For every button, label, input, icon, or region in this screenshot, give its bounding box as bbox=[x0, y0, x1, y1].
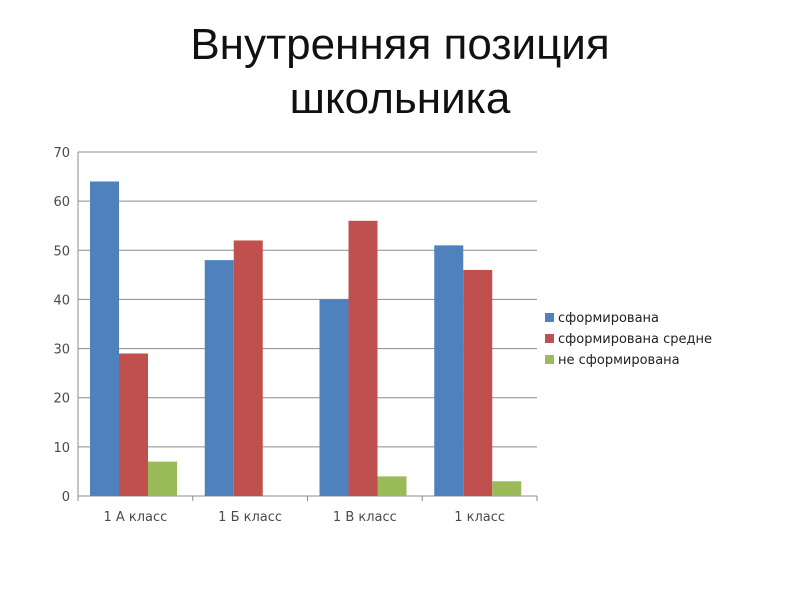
bar bbox=[434, 245, 464, 496]
bar bbox=[90, 181, 119, 496]
slide-title: Внутренняя позиция школьника bbox=[0, 18, 800, 126]
y-tick-label: 50 bbox=[53, 244, 70, 259]
legend-label: сформирована bbox=[558, 311, 659, 326]
legend-label: сформирована средне bbox=[558, 332, 712, 347]
bar bbox=[492, 481, 522, 496]
y-tick-label: 0 bbox=[62, 490, 70, 505]
slide-title-line-1: Внутренняя позиция bbox=[190, 20, 610, 69]
slide-title-line-2: школьника bbox=[289, 74, 511, 123]
y-tick-label: 60 bbox=[53, 195, 70, 210]
legend-swatch bbox=[545, 313, 554, 322]
y-tick-label: 10 bbox=[53, 441, 70, 456]
x-tick-label: 1 класс bbox=[454, 510, 505, 525]
bar bbox=[463, 269, 493, 496]
x-tick-label: 1 Б класс bbox=[218, 510, 282, 525]
bar bbox=[119, 353, 148, 496]
bars bbox=[90, 181, 522, 497]
legend-swatch bbox=[545, 334, 554, 343]
y-tick-label: 20 bbox=[53, 392, 70, 407]
y-tick-label: 40 bbox=[53, 293, 70, 308]
bar bbox=[204, 260, 234, 496]
bar bbox=[233, 240, 263, 496]
legend-label: не сформирована bbox=[558, 353, 680, 368]
axis-labels: 0 10 20 30 40 50 60 70 1 А класс 1 Б класс 1 В кла… bbox=[53, 146, 505, 525]
bar bbox=[348, 220, 378, 497]
y-tick-label: 70 bbox=[53, 146, 70, 161]
x-tick-label: 1 А класс bbox=[103, 510, 167, 525]
bar bbox=[377, 476, 407, 496]
bar bbox=[319, 299, 349, 496]
y-tick-label: 30 bbox=[53, 343, 70, 358]
legend: сформирована сформирована средне не сформи… bbox=[545, 311, 712, 368]
x-tick-label: 1 В класс bbox=[333, 510, 397, 525]
bar bbox=[148, 461, 177, 496]
legend-swatch bbox=[545, 355, 554, 364]
